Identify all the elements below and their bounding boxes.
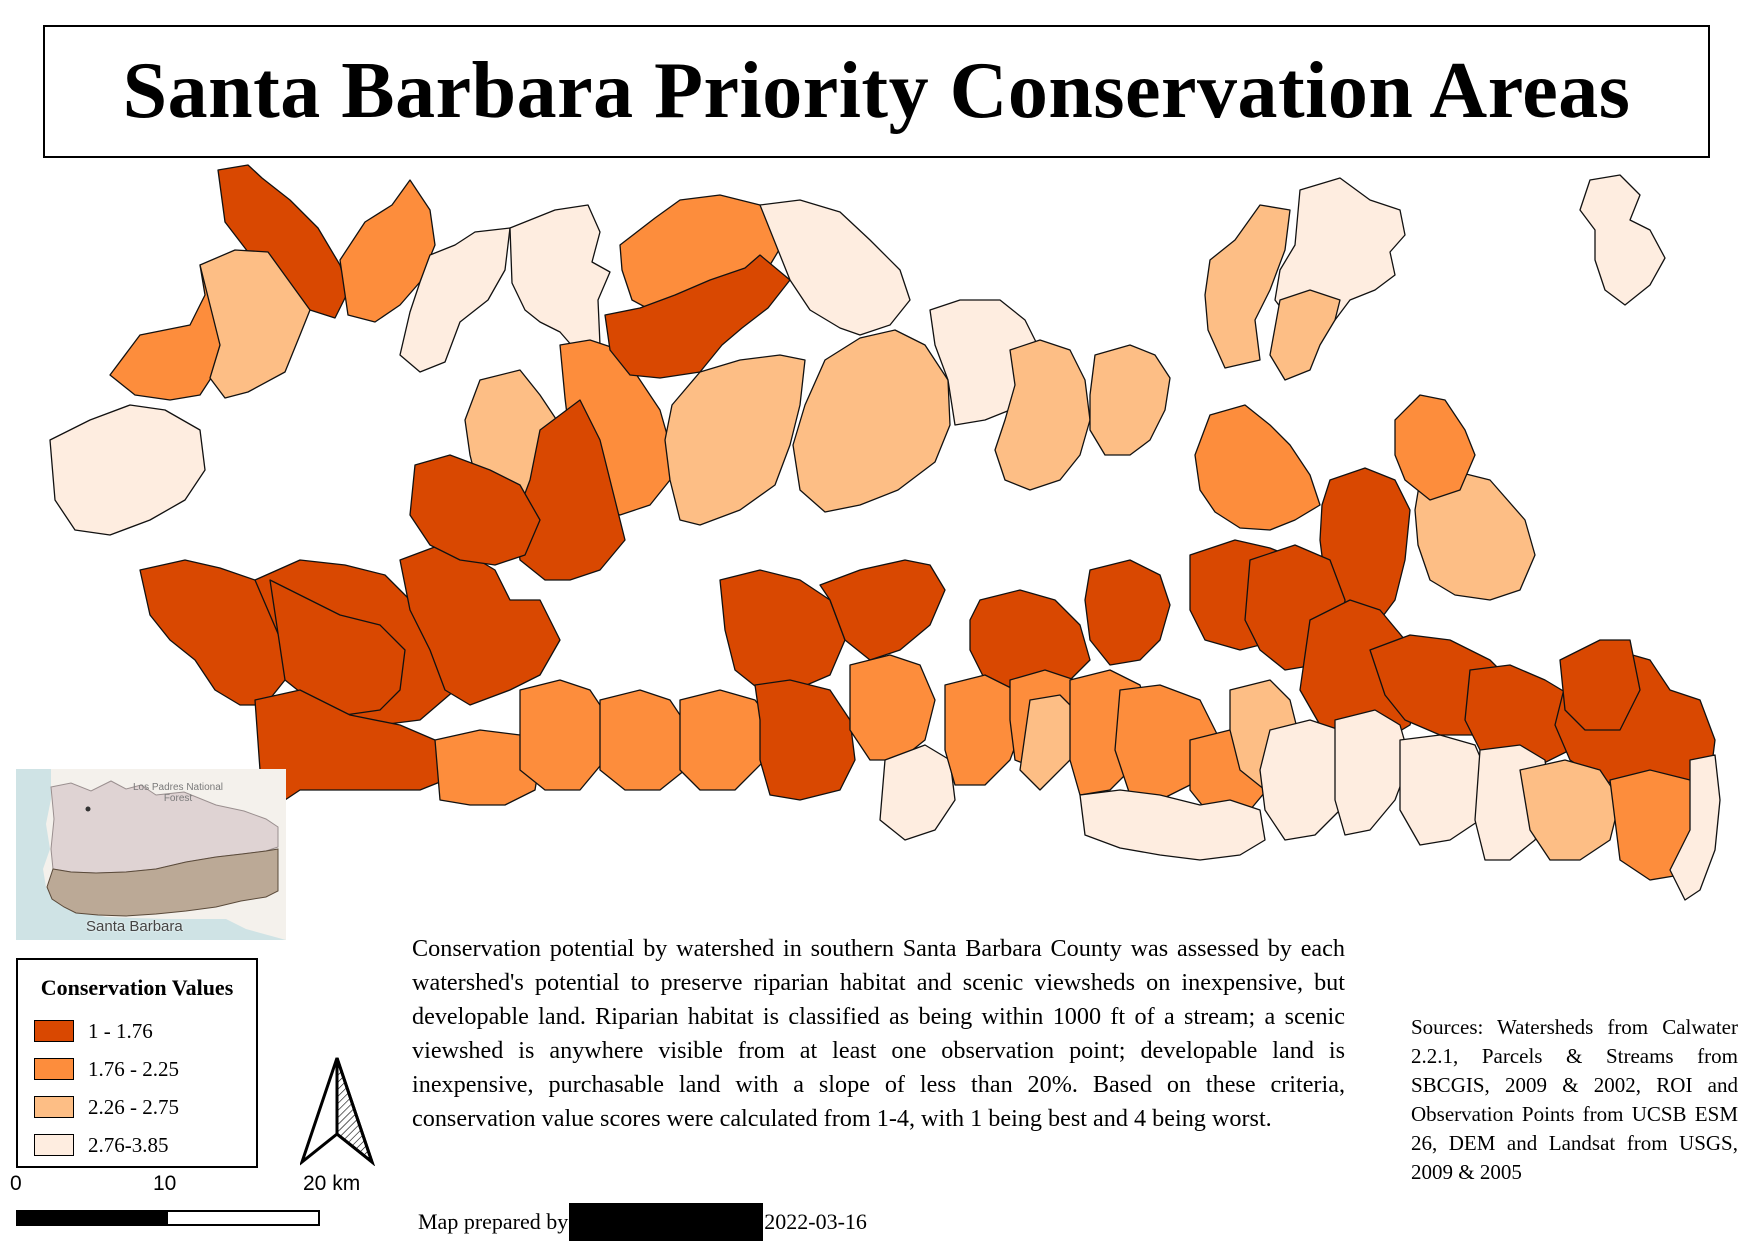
inset-locator-map: Los Padres National Forest Santa Barbara: [16, 769, 286, 940]
scale-tick-10: 10: [153, 1172, 177, 1195]
map-description: Conservation potential by watershed in s…: [412, 935, 1345, 1132]
watershed-polygon-27: [409, 454, 541, 566]
watershed-polygon-41: [434, 729, 541, 806]
sources-note: Sources: Watersheds from Calwater 2.2.1,…: [1411, 1015, 1738, 1184]
watershed-polygon-11: [759, 199, 911, 336]
prepared-by-label: Map prepared by: [418, 1209, 569, 1234]
watershed-polygon-45: [754, 679, 856, 801]
watershed-polygon-6: [509, 204, 611, 356]
legend-label-class-4: 2.76-3.85: [88, 1132, 169, 1157]
watershed-polygon-55: [1079, 789, 1266, 861]
watershed-polygon-30: [719, 569, 846, 691]
inset-forest-label: Los Padres National Forest: [132, 782, 224, 804]
legend-item-class-3: 2.26 - 2.75: [34, 1094, 179, 1120]
legend-label-class-1: 1 - 1.76: [88, 1018, 153, 1043]
legend-label-class-3: 2.26 - 2.75: [88, 1094, 179, 1119]
watershed-polygon-21: [1204, 204, 1291, 369]
prepared-by-line: Map prepared by 2022-03-16: [418, 1203, 867, 1241]
watershed-polygon-5: [399, 227, 511, 373]
watershed-polygon-64: [1269, 289, 1341, 381]
watershed-polygon-43: [599, 689, 691, 791]
legend-swatch-class-4: [34, 1134, 74, 1156]
map-title: Santa Barbara Priority Conservation Area…: [122, 47, 1631, 135]
scale-bar-black-segment: [18, 1212, 168, 1224]
watershed-polygon-62: [1669, 754, 1721, 901]
north-arrow-icon: [300, 1057, 375, 1166]
watershed-polygon-63: [1579, 174, 1666, 306]
scale-tick-0: 0: [10, 1172, 22, 1195]
watershed-polygon-15: [994, 339, 1091, 491]
watershed-polygons: [49, 164, 1721, 901]
watershed-polygon-33: [1084, 559, 1171, 666]
watershed-polygon-40: [1559, 639, 1641, 731]
watershed-polygon-16: [1089, 344, 1171, 456]
legend-item-class-4: 2.76-3.85: [34, 1132, 169, 1158]
watershed-polygon-47: [879, 744, 956, 841]
watershed-polygon-4: [199, 249, 311, 399]
legend-swatch-class-2: [34, 1058, 74, 1080]
watershed-polygon-44: [679, 689, 771, 791]
watershed-polygon-60: [1519, 759, 1621, 861]
watershed-polygon-17: [1194, 404, 1321, 531]
legend-item-class-2: 1.76 - 2.25: [34, 1056, 179, 1082]
title-box: Santa Barbara Priority Conservation Area…: [43, 25, 1710, 158]
prepared-date: 2022-03-16: [764, 1209, 867, 1234]
scale-bar: 0 10 20 km: [10, 1172, 372, 1232]
watershed-polygon-65: [49, 404, 206, 536]
watershed-polygon-46: [849, 654, 936, 761]
scale-bar-track: [16, 1210, 320, 1226]
inset-ocean: [16, 769, 286, 940]
legend-label-class-2: 1.76 - 2.25: [88, 1056, 179, 1081]
watershed-polygon-10: [604, 254, 791, 379]
redacted-author-box: [569, 1203, 764, 1241]
watershed-polygon-48: [944, 674, 1026, 786]
legend-title: Conservation Values: [40, 975, 234, 1000]
inset-location-marker: [85, 806, 91, 812]
legend-swatch-class-3: [34, 1096, 74, 1118]
watershed-polygon-31: [819, 559, 946, 661]
legend: Conservation Values 1 - 1.76 1.76 - 2.25…: [16, 958, 258, 1168]
legend-item-class-1: 1 - 1.76: [34, 1018, 153, 1044]
watershed-polygon-20: [1394, 394, 1476, 501]
watershed-polygon-13: [664, 354, 806, 526]
scale-tick-20: 20 km: [303, 1172, 361, 1195]
watershed-polygon-42: [519, 679, 611, 791]
inset-city-label: Santa Barbara: [86, 918, 183, 935]
watershed-polygon-56: [1259, 719, 1351, 841]
watershed-polygon-57: [1334, 709, 1411, 836]
watershed-polygon-36: [1299, 599, 1421, 746]
watershed-polygon-3: [339, 179, 436, 323]
watershed-polygon-12: [792, 329, 951, 513]
inset-map-graphic: [16, 769, 286, 940]
watershed-polygon-19: [1414, 469, 1536, 601]
watershed-polygon-23: [139, 559, 301, 706]
legend-swatch-class-1: [34, 1020, 74, 1042]
inset-study-area: [46, 848, 279, 917]
